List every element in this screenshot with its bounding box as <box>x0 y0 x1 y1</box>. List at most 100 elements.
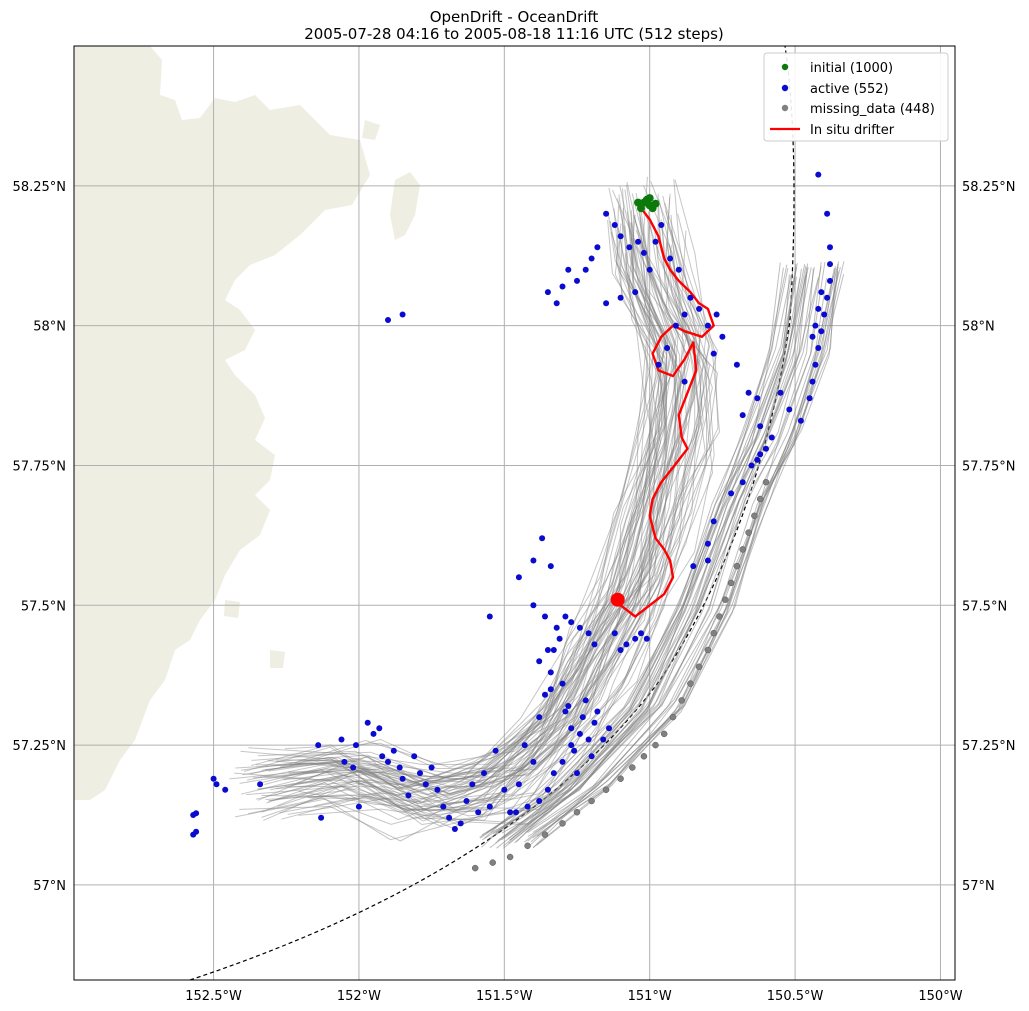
trajectory-line <box>289 181 702 767</box>
missing-data-point <box>745 529 752 536</box>
active-point <box>827 244 833 251</box>
trajectory-line <box>279 185 684 768</box>
trajectory-line <box>294 193 702 797</box>
initial-point <box>651 199 660 208</box>
series-layer <box>190 171 833 872</box>
trajectory-line <box>240 205 648 801</box>
trajectory-line <box>515 266 822 843</box>
missing-data-point <box>716 613 723 620</box>
active-point <box>399 311 406 318</box>
active-point <box>786 406 793 413</box>
y-tick-label-right: 57.75°N <box>962 459 1015 474</box>
missing-data-point <box>762 478 770 486</box>
plot-frame <box>73 45 956 981</box>
missing-data-point <box>739 546 746 553</box>
trajectory-line <box>530 267 835 846</box>
active-point <box>547 686 554 693</box>
active-point <box>515 574 522 581</box>
active-point <box>754 456 761 463</box>
active-point <box>640 249 647 256</box>
missing-data-point <box>524 842 531 850</box>
trajectory-line <box>501 267 812 834</box>
land-mass <box>74 46 420 800</box>
x-tick-label: 151.5°W <box>476 989 533 1004</box>
active-point <box>594 244 601 251</box>
active-point <box>481 770 487 777</box>
trajectory-line <box>527 277 828 834</box>
trajectory-line <box>243 185 658 790</box>
trajectory-line <box>495 276 795 844</box>
missing-data-point <box>704 646 712 654</box>
active-point <box>547 563 554 570</box>
active-point <box>611 630 618 637</box>
active-point <box>681 378 688 385</box>
active-point <box>617 233 624 240</box>
active-point <box>547 669 554 676</box>
trajectory-line <box>291 213 719 812</box>
trajectory-line <box>261 214 681 826</box>
legend: initial (1000) active (552) missing_data… <box>763 52 949 142</box>
active-point <box>818 328 825 335</box>
trajectory-line <box>259 210 666 786</box>
trajectory-line <box>532 266 839 848</box>
missing-data-point <box>727 579 735 587</box>
active-point <box>475 809 482 816</box>
y-tick-label-left: 57.5°N <box>21 599 66 614</box>
active-point <box>579 714 586 721</box>
missing-data-point <box>751 512 758 520</box>
active-point <box>536 798 543 804</box>
active-point <box>542 613 548 620</box>
active-point <box>396 764 403 771</box>
initial-point <box>634 198 643 207</box>
x-tick-label: 150°W <box>918 989 962 1004</box>
trajectory-line <box>293 179 704 779</box>
active-point <box>315 742 322 749</box>
trajectory-line <box>509 268 814 841</box>
legend-label-initial: initial (1000) <box>810 61 893 76</box>
missing-data-point <box>669 713 677 721</box>
active-point <box>571 747 578 754</box>
active-point <box>524 803 531 810</box>
active-point <box>568 619 575 626</box>
trajectory-line <box>239 212 667 784</box>
active-point <box>818 289 825 296</box>
active-point <box>809 333 816 340</box>
active-point <box>675 266 682 273</box>
land-island-small-3 <box>224 600 240 618</box>
missing-data-point <box>541 831 549 838</box>
active-point <box>457 820 464 827</box>
active-point <box>824 294 831 301</box>
active-point <box>582 697 589 704</box>
x-tick-label: 152.5°W <box>185 989 242 1004</box>
active-point <box>530 602 537 609</box>
missing-data-point <box>588 797 595 805</box>
trajectory-line <box>247 227 649 825</box>
active-point <box>193 810 200 817</box>
trajectory-line <box>530 261 839 843</box>
missing-data-point <box>687 680 694 687</box>
active-point <box>745 389 752 396</box>
active-point <box>611 222 618 228</box>
drifter-end-marker <box>610 592 625 607</box>
active-point <box>617 647 624 653</box>
active-point <box>704 540 711 547</box>
trajectory-line <box>235 231 660 841</box>
active-point <box>687 294 694 301</box>
active-point <box>446 814 453 821</box>
active-point <box>582 266 589 273</box>
legend-marker-initial <box>781 63 789 71</box>
trajectory-line <box>269 216 677 804</box>
trajectory-line <box>523 262 822 843</box>
active-point <box>588 255 595 262</box>
initial-point <box>645 194 654 203</box>
legend-label-active: active (552) <box>810 82 889 97</box>
domain-boundary-line <box>189 46 795 980</box>
active-point <box>492 747 499 754</box>
missing-data-point <box>617 775 624 782</box>
active-point <box>815 305 822 312</box>
active-point <box>530 758 537 765</box>
y-tick-label-left: 57°N <box>33 879 66 894</box>
active-point <box>530 557 537 564</box>
active-point <box>696 305 703 312</box>
